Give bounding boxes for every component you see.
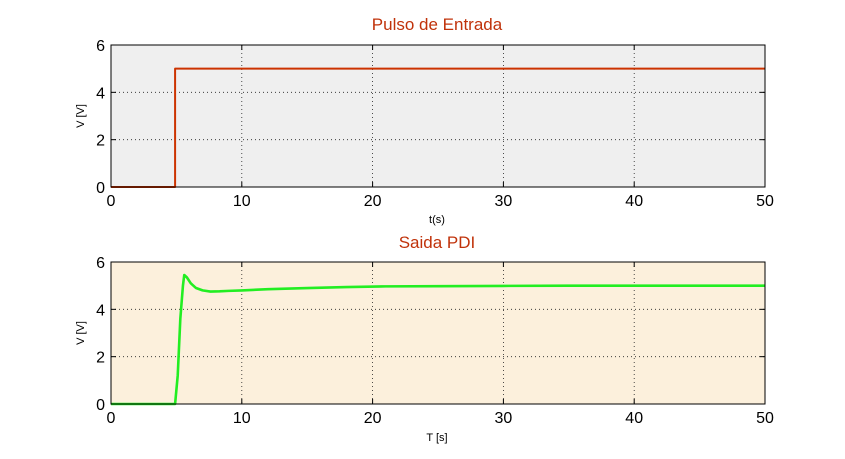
x-tick-label: 0 bbox=[107, 193, 116, 210]
y-tick-label: 6 bbox=[96, 255, 105, 272]
x-tick-label: 20 bbox=[364, 410, 382, 427]
x-tick-label: 0 bbox=[107, 410, 116, 427]
y-tick-label: 0 bbox=[96, 180, 105, 197]
x-tick-label: 20 bbox=[364, 193, 382, 210]
y-tick-label: 4 bbox=[96, 85, 105, 102]
y-axis-label: V [V] bbox=[75, 104, 87, 128]
x-axis-label: t(s) bbox=[429, 214, 445, 226]
series-line bbox=[111, 273, 765, 406]
x-tick-label: 40 bbox=[625, 410, 643, 427]
x-tick-label: 50 bbox=[756, 410, 774, 427]
subplot-pdi-output: Saida PDI T [s] V [V] 0 10 20 30 40 50 0 2 4 6 bbox=[75, 233, 774, 444]
x-tick-label: 40 bbox=[625, 193, 643, 210]
y-tick-label: 2 bbox=[96, 133, 105, 150]
chart-title: Saida PDI bbox=[399, 233, 476, 252]
x-tick-label: 10 bbox=[233, 193, 251, 210]
subplot-input-pulse: Pulso de Entrada t(s) V [V] 0 10 20 30 40 50 0… bbox=[75, 15, 774, 226]
x-tick-label: 10 bbox=[233, 410, 251, 427]
axes-frame bbox=[110, 44, 766, 188]
axes-frame bbox=[110, 261, 766, 405]
x-tick-label: 30 bbox=[495, 410, 513, 427]
plot-area bbox=[111, 262, 765, 404]
y-tick-label: 2 bbox=[96, 350, 105, 367]
y-tick-label: 6 bbox=[96, 38, 105, 55]
x-tick-label: 50 bbox=[756, 193, 774, 210]
x-tick-label: 30 bbox=[495, 193, 513, 210]
chart-title: Pulso de Entrada bbox=[372, 15, 503, 34]
y-axis-label: V [V] bbox=[75, 321, 87, 345]
y-tick-label: 4 bbox=[96, 302, 105, 319]
x-axis-label: T [s] bbox=[426, 432, 447, 444]
plot-area bbox=[111, 45, 765, 187]
y-tick-label: 0 bbox=[96, 397, 105, 414]
